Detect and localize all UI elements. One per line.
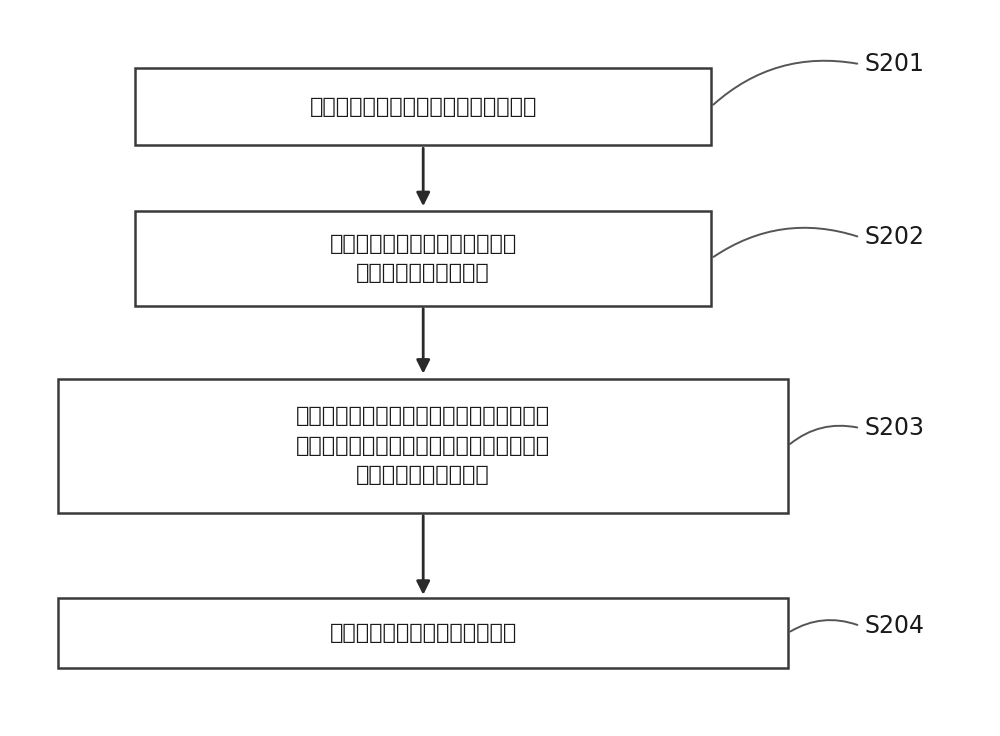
Text: S204: S204 [865,614,925,638]
Text: 由工作单元执行降额指令或关机
指令，以降低工作电流: 由工作单元执行降额指令或关机 指令，以降低工作电流 [330,234,517,283]
Text: S202: S202 [865,225,925,250]
Text: 向工作单元发送降额指令或者关机指令: 向工作单元发送降额指令或者关机指令 [310,96,537,116]
FancyBboxPatch shape [58,378,788,513]
Text: 根据开关可断指令，断开熔断器: 根据开关可断指令，断开熔断器 [330,623,517,643]
FancyBboxPatch shape [58,598,788,668]
FancyBboxPatch shape [135,68,711,146]
FancyBboxPatch shape [135,210,711,306]
Text: S201: S201 [865,52,925,77]
Text: 获取工作电流的工作数值，将工作数值和预
设数值进行比较，当工作数值小于预设数值
时，生成开关可断指令: 获取工作电流的工作数值，将工作数值和预 设数值进行比较，当工作数值小于预设数值 … [296,406,550,485]
Text: S203: S203 [865,416,925,440]
